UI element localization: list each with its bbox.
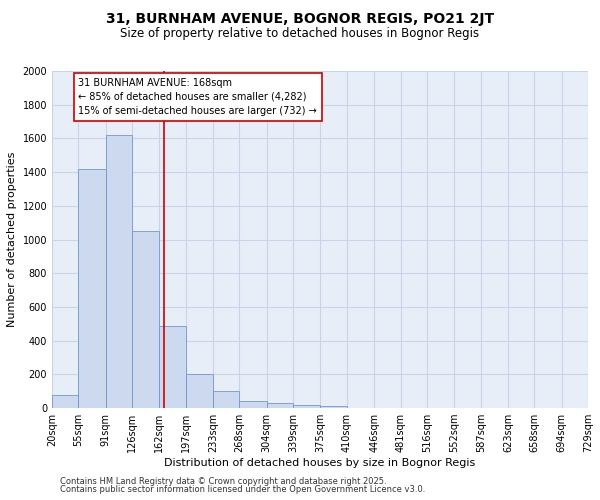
- Bar: [293, 405, 320, 408]
- Text: Contains public sector information licensed under the Open Government Licence v3: Contains public sector information licen…: [60, 484, 425, 494]
- Text: 31, BURNHAM AVENUE, BOGNOR REGIS, PO21 2JT: 31, BURNHAM AVENUE, BOGNOR REGIS, PO21 2…: [106, 12, 494, 26]
- X-axis label: Distribution of detached houses by size in Bognor Regis: Distribution of detached houses by size …: [164, 458, 476, 468]
- Text: Size of property relative to detached houses in Bognor Regis: Size of property relative to detached ho…: [121, 28, 479, 40]
- Bar: [213, 392, 239, 408]
- Bar: [132, 231, 160, 408]
- Bar: [186, 374, 213, 408]
- Bar: [267, 403, 293, 408]
- Bar: [320, 406, 347, 408]
- Text: Contains HM Land Registry data © Crown copyright and database right 2025.: Contains HM Land Registry data © Crown c…: [60, 477, 386, 486]
- Bar: [106, 135, 132, 408]
- Bar: [79, 168, 106, 408]
- Y-axis label: Number of detached properties: Number of detached properties: [7, 152, 17, 327]
- Bar: [160, 326, 186, 408]
- Text: 31 BURNHAM AVENUE: 168sqm
← 85% of detached houses are smaller (4,282)
15% of se: 31 BURNHAM AVENUE: 168sqm ← 85% of detac…: [79, 78, 317, 116]
- Bar: [52, 394, 79, 408]
- Bar: [239, 402, 267, 408]
